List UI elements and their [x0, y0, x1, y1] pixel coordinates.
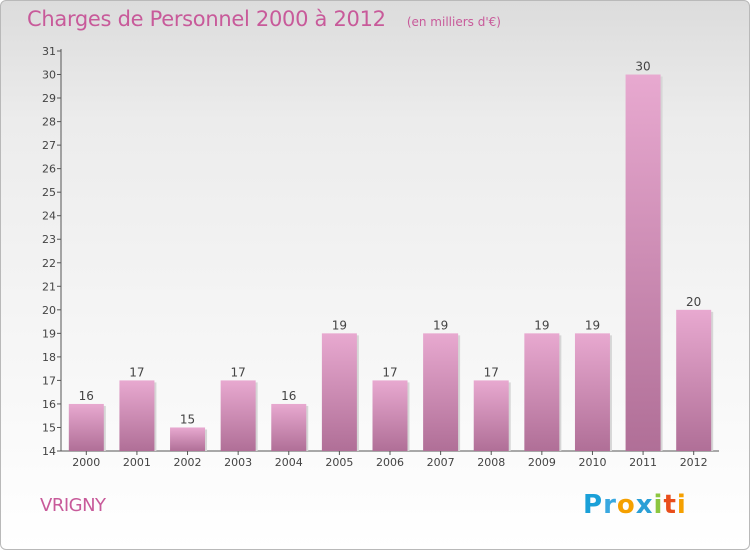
x-tick-label: 2000 [72, 456, 100, 469]
data-labels: 16 17 15 17 16 19 17 19 17 19 19 30 20 [79, 60, 702, 427]
x-tick-label: 2012 [680, 456, 708, 469]
x-tick-label: 2002 [174, 456, 202, 469]
y-tick-label: 17 [42, 374, 56, 387]
y-tick-label: 21 [42, 280, 56, 293]
bar-2011 [625, 74, 661, 451]
y-tick-label: 28 [42, 116, 56, 129]
bar-2010 [574, 333, 610, 451]
data-label: 17 [382, 365, 397, 379]
x-tick-label: 2004 [275, 456, 303, 469]
bars [68, 74, 714, 451]
x-tick-label: 2005 [325, 456, 353, 469]
bar-chart: 14 15 16 17 18 19 20 21 22 23 24 25 26 27 28 29 30 31 2000… [42, 45, 719, 469]
bar-2004 [271, 403, 307, 451]
axes: 14 15 16 17 18 19 20 21 22 23 24 25 26 27 28 29 30 31 2000… [42, 45, 719, 469]
data-label: 19 [332, 318, 347, 332]
bar-2012 [676, 309, 712, 451]
y-tick-label: 24 [42, 210, 56, 223]
x-tick-label: 2006 [376, 456, 404, 469]
data-label: 17 [129, 365, 144, 379]
y-tick-label: 19 [42, 327, 56, 340]
bar-2003 [220, 380, 256, 451]
bar-2008 [473, 380, 509, 451]
bar-2009 [524, 333, 560, 451]
data-label: 19 [585, 318, 600, 332]
data-label: 19 [534, 318, 549, 332]
proxiti-logo: Proxiti [583, 490, 687, 520]
bar-2002 [170, 427, 206, 451]
x-tick-label: 2011 [629, 456, 657, 469]
y-tick-label: 31 [42, 45, 56, 58]
bar-2006 [372, 380, 408, 451]
y-tick-label: 20 [42, 304, 56, 317]
y-tick-label: 22 [42, 257, 56, 270]
data-label: 17 [484, 365, 499, 379]
data-label: 16 [281, 389, 296, 403]
y-tick-label: 27 [42, 139, 56, 152]
y-tick-label: 16 [42, 398, 56, 411]
bar-2007 [423, 333, 459, 451]
bar-2000 [68, 403, 104, 451]
bar-2005 [321, 333, 357, 451]
y-tick-label: 26 [42, 163, 56, 176]
data-label: 20 [686, 295, 701, 309]
y-tick-label: 29 [42, 92, 56, 105]
x-tick-label: 2007 [427, 456, 455, 469]
y-tick-label: 25 [42, 186, 56, 199]
y-tick-label: 30 [42, 69, 56, 82]
x-tick-label: 2010 [578, 456, 606, 469]
data-label: 17 [231, 365, 246, 379]
data-label: 19 [433, 318, 448, 332]
title-row: Charges de Personnel 2000 à 2012 (en mil… [27, 7, 501, 31]
chart-subtitle: (en milliers d'€) [406, 15, 501, 29]
place-name: VRIGNY [40, 495, 106, 516]
chart-title: Charges de Personnel 2000 à 2012 [27, 7, 386, 31]
x-tick-label: 2008 [477, 456, 505, 469]
data-label: 30 [635, 60, 650, 74]
y-tick-label: 23 [42, 233, 56, 246]
x-tick-label: 2009 [528, 456, 556, 469]
y-tick-label: 15 [42, 421, 56, 434]
x-tick-label: 2003 [224, 456, 252, 469]
y-tick-label: 18 [42, 351, 56, 364]
y-tick-label: 14 [42, 445, 56, 458]
x-tick-label: 2001 [123, 456, 151, 469]
bar-2001 [119, 380, 155, 451]
data-label: 15 [180, 412, 195, 426]
data-label: 16 [79, 389, 94, 403]
